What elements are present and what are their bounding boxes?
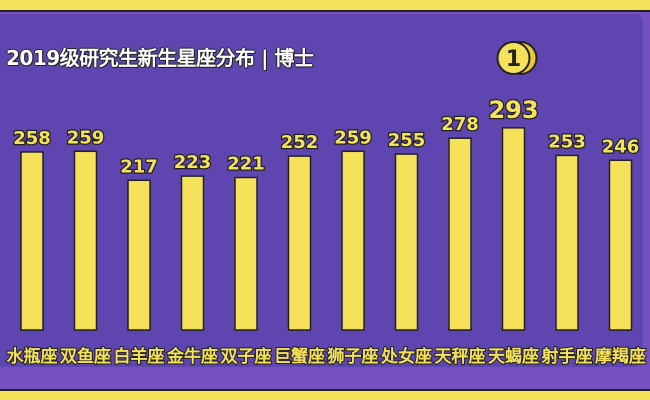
chart-title: 2019级研究生新生星座分布 | 博士 <box>6 46 314 70</box>
value-label-6: 259 <box>334 127 372 148</box>
value-label-2: 217 <box>120 156 158 177</box>
bar-10 <box>555 154 579 331</box>
bar-11 <box>608 159 633 331</box>
bar-9 <box>501 127 526 331</box>
category-label-5: 巨蟹座 <box>274 346 325 367</box>
medal-number: 1 <box>506 47 521 72</box>
bar-0 <box>20 151 44 331</box>
bar-6 <box>341 150 365 331</box>
value-label-4: 221 <box>227 154 265 175</box>
category-label-3: 金牛座 <box>166 346 218 367</box>
bar-7 <box>394 153 419 331</box>
category-label-8: 天秤座 <box>435 346 486 367</box>
value-label-0: 258 <box>13 128 51 149</box>
bar-1 <box>73 150 98 331</box>
value-label-7: 255 <box>388 130 426 151</box>
first-place-medal-icon <box>496 41 531 75</box>
category-label-1: 双鱼座 <box>60 346 111 367</box>
chart-panel <box>0 14 643 367</box>
bar-8 <box>448 137 472 331</box>
bar-3 <box>180 175 205 331</box>
category-label-0: 水瓶座 <box>7 346 58 367</box>
bar-2 <box>127 179 151 331</box>
bar-4 <box>234 176 258 331</box>
category-label-10: 射手座 <box>541 346 593 367</box>
bar-5 <box>287 155 312 331</box>
value-label-9: 293 <box>488 96 538 124</box>
category-label-2: 白羊座 <box>114 346 165 367</box>
value-label-11: 246 <box>602 136 640 157</box>
value-label-1: 259 <box>67 127 105 148</box>
value-label-5: 252 <box>281 132 319 153</box>
category-label-6: 狮子座 <box>327 346 379 367</box>
value-label-10: 253 <box>548 131 586 152</box>
category-label-4: 双子座 <box>221 346 272 367</box>
category-label-7: 处女座 <box>380 346 432 367</box>
category-label-9: 天蝎座 <box>488 346 539 367</box>
value-label-8: 278 <box>441 114 479 135</box>
value-label-3: 223 <box>174 152 212 173</box>
category-label-11: 摩羯座 <box>595 346 646 367</box>
